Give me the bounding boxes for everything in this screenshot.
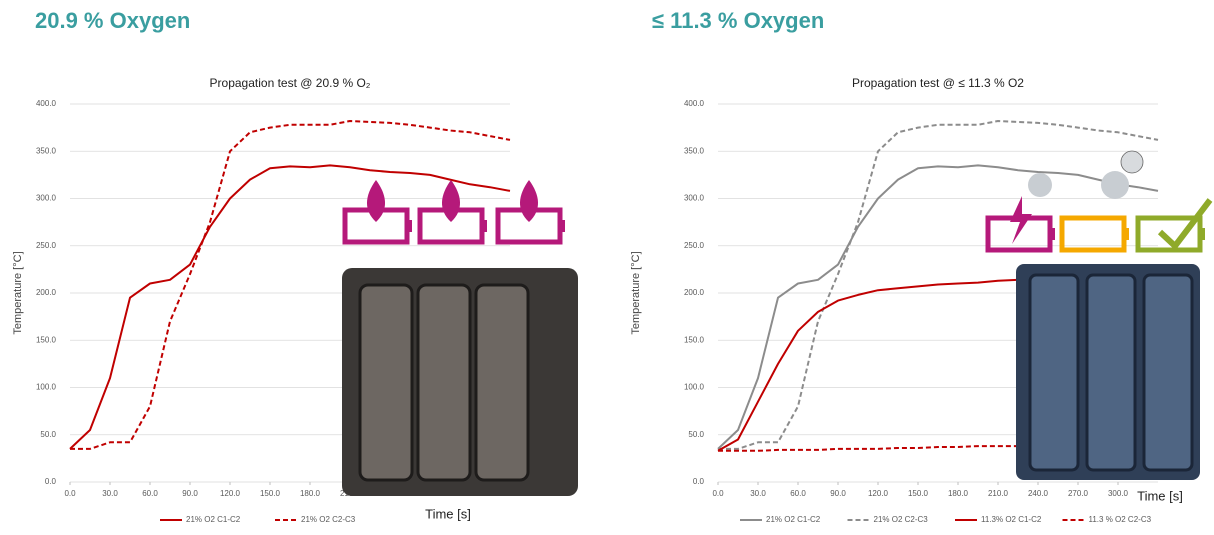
y-tick-label: 0.0 [45,477,57,486]
smoke [1120,150,1144,174]
cell-photo [1028,273,1080,472]
legend-label: 21% O2 C1-C2 [186,515,241,524]
smoke [1028,173,1052,197]
y-tick-label: 400.0 [684,99,705,108]
battery-tip [1050,228,1055,240]
y-tick-label: 100.0 [36,383,57,392]
series-line [718,444,1039,452]
flame-icon [441,180,461,222]
check-icon [1157,198,1213,251]
legend-label: 11.3% O2 C1-C2 [981,515,1042,524]
y-tick-label: 400.0 [36,99,57,108]
x-tick-label: 180.0 [300,489,321,498]
battery-icon [1059,215,1127,253]
x-tick-label: 300.0 [1108,489,1129,498]
flame-icon [366,180,386,222]
x-tick-label: 180.0 [948,489,969,498]
y-tick-label: 350.0 [684,146,705,155]
x-tick-label: 120.0 [868,489,889,498]
x-tick-label: 90.0 [182,489,198,498]
x-axis-label: Time [s] [1137,488,1183,503]
x-tick-label: 150.0 [908,489,929,498]
x-tick-label: 270.0 [1068,489,1089,498]
smoke [1101,171,1129,199]
legend-label: 11.3 % O2 C2-C3 [1089,515,1152,524]
series-line [70,120,511,450]
chart-title: Propagation test @ 20.9 % O₂ [210,76,371,90]
y-tick-label: 200.0 [684,288,705,297]
legend-label: 21% O2 C1-C2 [766,515,821,524]
series-line [718,120,1159,450]
x-tick-label: 0.0 [64,489,76,498]
x-tick-label: 0.0 [712,489,724,498]
battery-tip [1200,228,1205,240]
cell-photo [416,283,472,482]
x-tick-label: 30.0 [102,489,118,498]
x-tick-label: 120.0 [220,489,241,498]
battery-icon [985,215,1053,253]
series-line [717,277,1039,452]
y-tick-label: 200.0 [36,288,57,297]
legend-label: 21% O2 C2-C3 [874,515,929,524]
y-tick-label: 250.0 [36,241,57,250]
series-line [717,164,1159,450]
x-tick-label: 240.0 [1028,489,1049,498]
cell-photo [474,283,530,482]
battery-tip [560,220,565,232]
battery-tip [407,220,412,232]
y-tick-label: 350.0 [36,146,57,155]
heading: 20.9 % Oxygen [35,8,190,33]
chart-title: Propagation test @ ≤ 11.3 % O2 [852,76,1024,90]
y-tick-label: 300.0 [36,194,57,203]
cell-photo [358,283,414,482]
series-line [69,164,511,450]
x-tick-label: 30.0 [750,489,766,498]
x-tick-label: 60.0 [142,489,158,498]
battery-tip [482,220,487,232]
x-tick-label: 90.0 [830,489,846,498]
x-tick-label: 60.0 [790,489,806,498]
legend-label: 21% O2 C2-C3 [301,515,356,524]
flame-icon [519,180,539,222]
y-tick-label: 150.0 [684,335,705,344]
cell-photo [1142,273,1194,472]
x-tick-label: 210.0 [988,489,1009,498]
y-tick-label: 0.0 [693,477,705,486]
bolt-icon [1010,196,1032,244]
y-axis-label: Temperature [°C] [12,251,24,334]
y-tick-label: 100.0 [684,383,705,392]
y-tick-label: 250.0 [684,241,705,250]
y-tick-label: 150.0 [36,335,57,344]
x-axis-label: Time [s] [425,506,471,521]
heading: ≤ 11.3 % Oxygen [652,8,824,33]
illustrations [342,150,1213,496]
y-tick-label: 300.0 [684,194,705,203]
cell-photo [1085,273,1137,472]
y-tick-label: 50.0 [40,430,56,439]
battery-tip [1124,228,1129,240]
y-axis-label: Temperature [°C] [630,251,642,334]
y-tick-label: 50.0 [688,430,704,439]
x-tick-label: 150.0 [260,489,281,498]
